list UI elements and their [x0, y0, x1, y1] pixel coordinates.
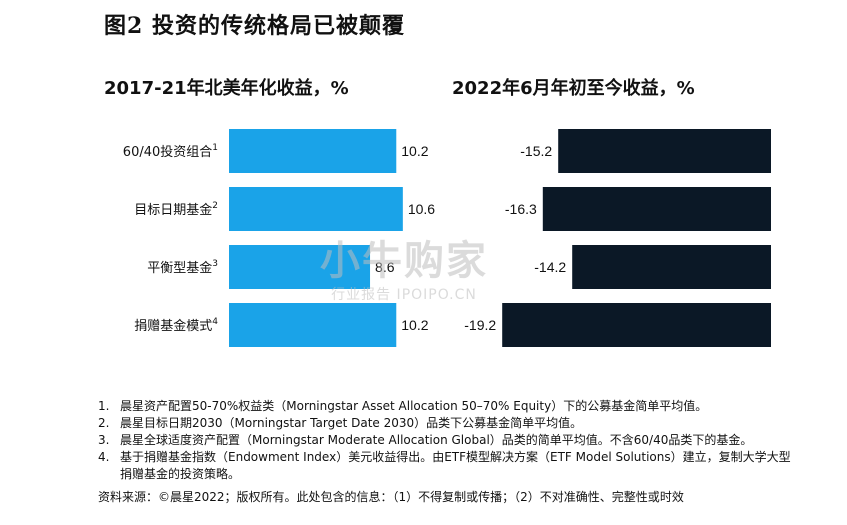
- bar-charts: 60/40投资组合1 10.2 -15.2 目标日期基金2 10.6 -16.3 平衡型基金…: [123, 129, 771, 347]
- right-value-label: -15.2: [520, 143, 552, 159]
- left-value-label: 8.6: [375, 259, 395, 275]
- category-label: 平衡型基金3: [147, 259, 218, 276]
- right-bar: [502, 303, 771, 347]
- right-value-label: -14.2: [534, 259, 566, 275]
- left-bar: [229, 129, 397, 173]
- right-bar: [572, 245, 771, 289]
- right-value-label: -19.2: [464, 317, 496, 333]
- right-value-label: -16.3: [505, 201, 537, 217]
- category-label: 目标日期基金2: [134, 201, 218, 218]
- source-line: 资料来源：©晨星2022；版权所有。此处包含的信息：（1）不得复制或传播；（2）…: [98, 490, 684, 504]
- footnote-3: 3. 晨星全球适度资产配置（Morningstar Moderate Alloc…: [98, 433, 753, 447]
- left-value-label: 10.6: [408, 201, 435, 217]
- footnotes: 1. 晨星资产配置50-70%权益类（Morningstar Asset All…: [98, 398, 798, 506]
- left-bar: [229, 245, 371, 289]
- footnote-2: 2. 晨星目标日期2030（Morningstar Target Date 20…: [98, 416, 583, 430]
- footnote-4: 4. 基于捐赠基金指数（Endowment Index）美元收益得出。由ETF模…: [98, 450, 791, 481]
- left-panel-title: 2017-21年北美年化收益，%: [104, 78, 349, 99]
- category-label: 捐赠基金模式4: [134, 317, 218, 334]
- left-value-label: 10.2: [401, 143, 428, 159]
- left-bar: [229, 303, 397, 347]
- category-label: 60/40投资组合1: [123, 143, 218, 160]
- left-bar: [229, 187, 403, 231]
- figure-title: 图2 投资的传统格局已被颠覆: [104, 13, 405, 39]
- footnote-1: 1. 晨星资产配置50-70%权益类（Morningstar Asset All…: [98, 399, 708, 413]
- left-value-label: 10.2: [401, 317, 428, 333]
- right-bar: [558, 129, 771, 173]
- right-panel-title: 2022年6月年初至今收益，%: [452, 78, 695, 99]
- right-bar: [542, 187, 771, 231]
